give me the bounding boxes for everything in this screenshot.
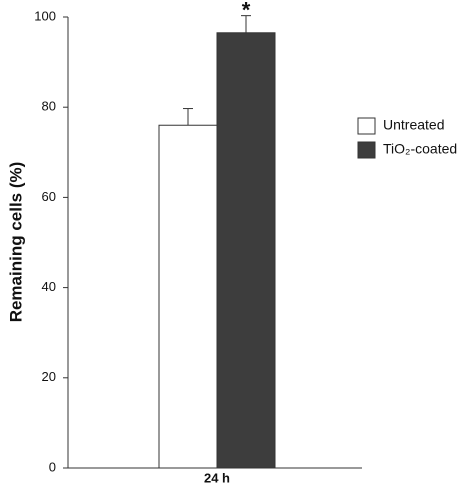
y-tick-label: 80	[42, 99, 56, 114]
legend-label: Untreated	[383, 117, 444, 133]
legend-label: TiO₂-coated	[383, 141, 457, 157]
error-bar	[183, 108, 193, 126]
y-tick-label: 0	[49, 459, 56, 474]
legend-swatch	[357, 117, 376, 135]
bar	[158, 124, 218, 469]
y-tick-label: 40	[42, 279, 56, 294]
y-tick-label: 60	[42, 189, 56, 204]
y-axis-label: Remaining cells (%)	[6, 162, 25, 323]
legend-swatch	[357, 141, 376, 159]
error-bar	[241, 15, 251, 33]
x-tick-label: 24 h	[204, 470, 230, 485]
annotation: *	[242, 0, 251, 22]
y-tick-label: 20	[42, 369, 56, 384]
bar	[216, 32, 276, 469]
y-tick-label: 100	[34, 8, 56, 23]
